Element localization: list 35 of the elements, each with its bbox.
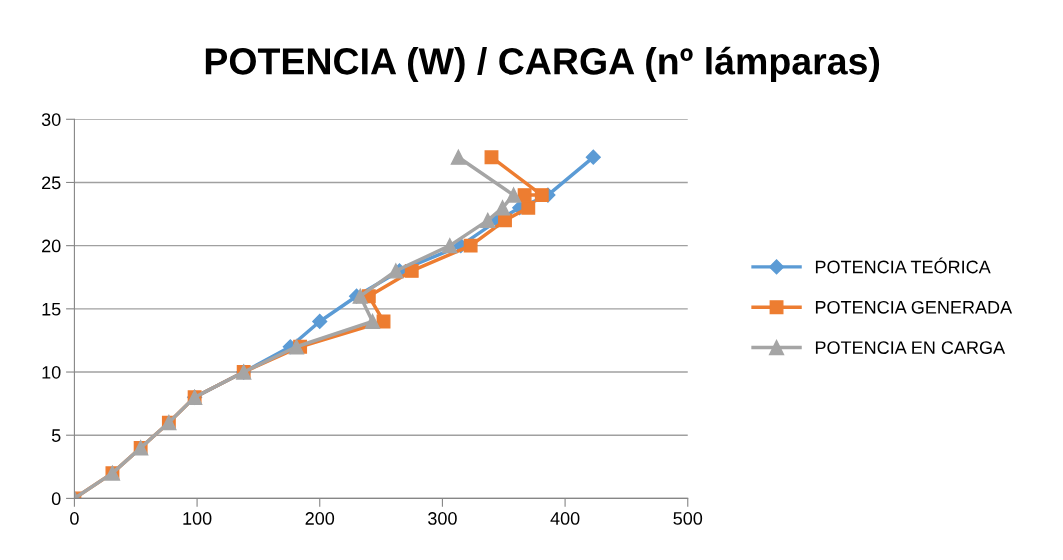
point <box>494 200 511 216</box>
point <box>388 263 404 279</box>
point <box>404 263 419 278</box>
x-tick-label: 300 <box>428 512 457 525</box>
point <box>312 313 328 330</box>
point <box>517 188 532 203</box>
legend-label: POTENCIA GENERADA <box>815 300 1013 314</box>
x-tick-label: 0 <box>70 512 79 525</box>
point <box>364 313 381 330</box>
x-tick-label: 400 <box>550 512 580 525</box>
point <box>480 212 496 229</box>
x-tick-label: 500 <box>673 512 703 525</box>
x-tick-label: 100 <box>183 512 212 525</box>
y-tick-label: 10 <box>42 365 61 379</box>
point <box>521 200 536 215</box>
point <box>505 187 522 203</box>
point <box>463 238 478 253</box>
y-tick-label: 5 <box>51 429 61 442</box>
y-tick-label: 25 <box>42 176 61 190</box>
y-tick-label: 20 <box>42 239 61 253</box>
x-tick-label: 200 <box>305 512 335 525</box>
point <box>288 339 305 355</box>
point <box>498 213 512 228</box>
point <box>450 149 467 165</box>
y-tick-label: 0 <box>51 492 61 506</box>
legend-label: POTENCIA TEÓRICA <box>815 257 991 274</box>
point <box>585 149 601 165</box>
point <box>442 238 458 254</box>
point <box>352 288 368 304</box>
chart-title: POTENCIA (W) / CARGA (nº lámparas) <box>205 46 880 83</box>
point <box>534 188 549 203</box>
y-tick-label: 30 <box>41 113 61 126</box>
legend-label: POTENCIA EN CARGA <box>815 341 1006 354</box>
y-tick-label: 15 <box>42 302 61 316</box>
point <box>484 150 499 165</box>
